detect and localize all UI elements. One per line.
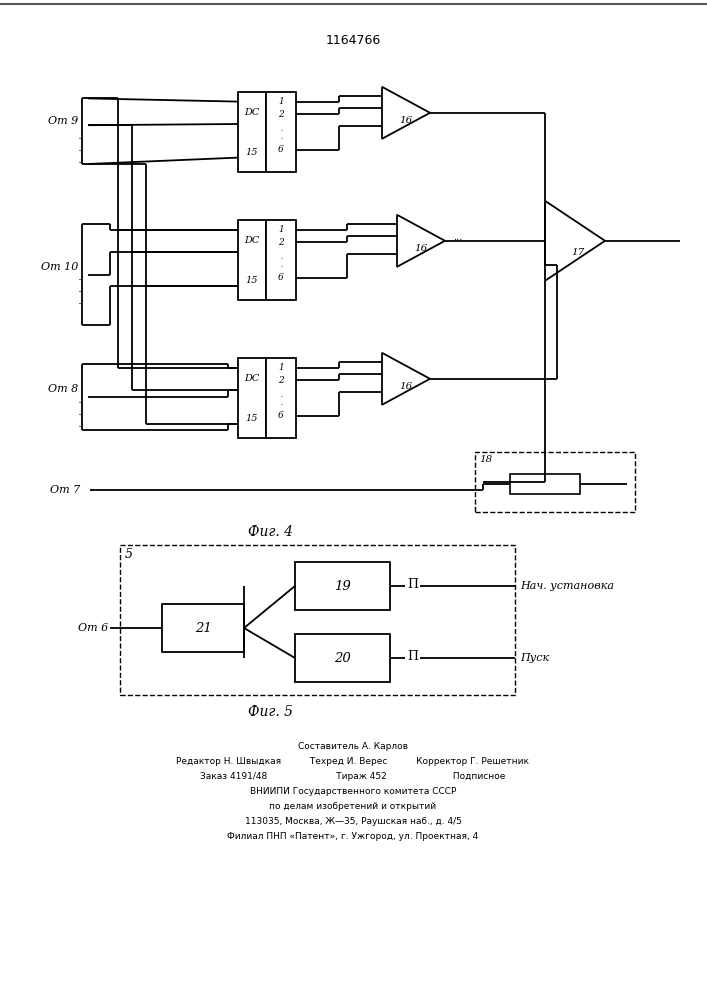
Text: От 6: От 6 [78,623,108,633]
Text: Заказ 4191/48                        Тираж 452                       Подписное: Заказ 4191/48 Тираж 452 Подписное [200,772,506,781]
Text: Редактор Н. Швыдкая          Техред И. Верес          Корректор Г. Решетник: Редактор Н. Швыдкая Техред И. Верес Корр… [177,757,530,766]
Bar [238,358,266,438]
Text: ·: · [78,421,82,434]
Text: 18: 18 [479,455,492,464]
Text: .: . [280,126,282,132]
Text: Нач. установка: Нач. установка [520,581,614,591]
Text: 21: 21 [194,621,211,635]
Bar [238,92,266,172]
Text: 113035, Москва, Ж—35, Раушская наб., д. 4/5: 113035, Москва, Ж—35, Раушская наб., д. … [245,817,462,826]
Text: 15: 15 [245,148,258,157]
Text: 15: 15 [245,276,258,285]
Text: Фиг. 5: Фиг. 5 [247,705,293,719]
Text: .: . [280,262,282,268]
Text: ВНИИПИ Государственного комитета СССР: ВНИИПИ Государственного комитета СССР [250,787,456,796]
Text: 6: 6 [278,145,284,154]
Text: 6: 6 [278,273,284,282]
Text: 16: 16 [414,244,428,253]
Text: 16: 16 [399,382,413,391]
Text: ·: · [78,298,82,311]
Text: 15: 15 [245,414,258,423]
Text: От 10: От 10 [40,261,78,271]
Text: 1: 1 [278,363,284,372]
Bar [295,634,390,682]
Text: Пуск: Пуск [520,653,549,663]
Bar [266,92,296,172]
Bar [266,358,296,438]
Text: Составитель А. Карлов: Составитель А. Карлов [298,742,408,751]
Text: От 7: От 7 [50,485,81,495]
Text: 2: 2 [278,376,284,385]
Text: 1: 1 [278,97,284,106]
Text: DC: DC [244,236,259,245]
Bar [162,604,244,652]
Text: 1164766: 1164766 [325,33,380,46]
Bar [238,220,266,300]
Text: П: П [407,650,418,664]
Text: .: . [280,134,282,140]
Text: ·: · [78,157,82,170]
Text: DC: DC [244,374,259,383]
Text: ·: · [78,397,82,410]
Text: DC: DC [244,108,259,117]
Text: ·: · [78,133,82,146]
Bar [120,545,515,695]
Text: 20: 20 [334,652,351,664]
Text: 1: 1 [278,225,284,234]
Text: От 9: От 9 [48,116,78,126]
Text: ·: · [78,274,82,287]
Text: 19: 19 [334,580,351,592]
Text: 6: 6 [278,411,284,420]
Text: 2: 2 [278,238,284,247]
Text: .: . [280,254,282,260]
Text: 17: 17 [571,248,585,257]
Text: От 8: От 8 [48,384,78,394]
Bar [295,562,390,610]
Text: .: . [280,392,282,398]
Text: ...: ... [453,233,462,242]
Text: по делам изобретений и открытий: по делам изобретений и открытий [269,802,436,811]
Text: ·: · [78,145,82,158]
Text: .: . [280,400,282,406]
Bar [266,220,296,300]
Text: Фиг. 4: Фиг. 4 [247,525,293,539]
Text: Филиал ПНП «Патент», г. Ужгород, ул. Проектная, 4: Филиал ПНП «Патент», г. Ужгород, ул. Про… [228,832,479,841]
Text: П: П [407,578,418,591]
Text: 2: 2 [278,110,284,119]
Bar [475,452,635,512]
Text: 5: 5 [125,548,133,561]
Text: ·: · [78,409,82,422]
Text: 16: 16 [399,116,413,125]
Bar [510,474,580,494]
Text: ·: · [78,286,82,299]
